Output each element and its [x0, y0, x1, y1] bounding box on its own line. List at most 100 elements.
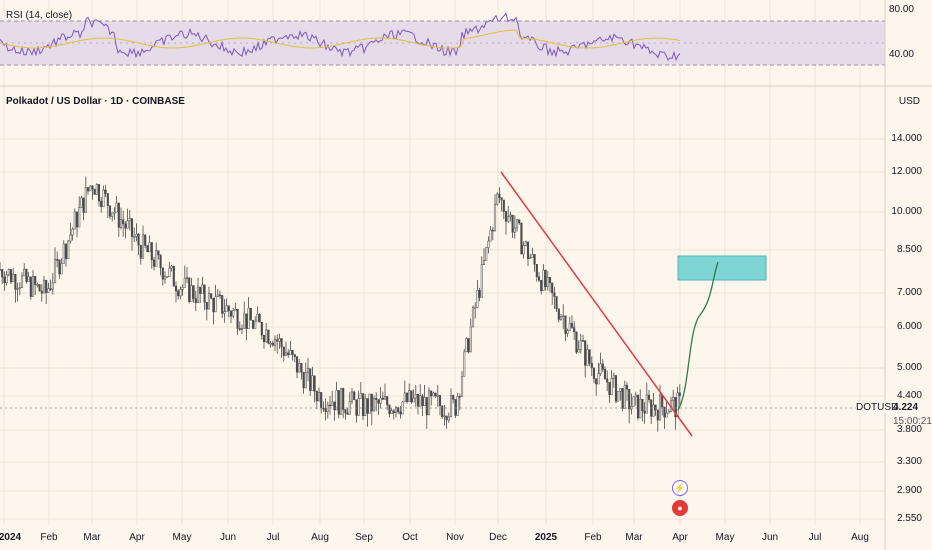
candle-body: [405, 392, 409, 402]
candle-body: [423, 397, 426, 406]
candle-body: [207, 293, 211, 310]
candle-body: [344, 409, 347, 414]
candle-body: [265, 329, 268, 343]
candle-body: [441, 405, 444, 418]
candle-body: [548, 276, 552, 284]
candle-body: [524, 241, 527, 246]
candle-body: [586, 349, 589, 366]
time-tick-label: Oct: [402, 532, 418, 543]
time-tick-label: Aug: [311, 532, 329, 543]
price-tick-label: 6.000: [896, 321, 922, 332]
candle-body: [146, 245, 149, 253]
candle-body: [421, 395, 424, 406]
time-tick-label: Feb: [40, 532, 58, 543]
candle-body: [262, 334, 266, 343]
candle-body: [183, 277, 186, 288]
candle-body: [302, 371, 305, 389]
candle-body: [474, 307, 477, 309]
candle-body: [625, 385, 629, 390]
candle-body: [320, 392, 323, 409]
symbol-title[interactable]: Polkadot / US Dollar · 1D · COINBASE: [6, 96, 185, 107]
candle-body: [196, 286, 200, 304]
candle-body: [225, 305, 228, 312]
candle-body: [106, 193, 109, 206]
candle-body: [573, 327, 576, 333]
candle-body: [658, 394, 662, 421]
candle-body: [317, 392, 321, 402]
candle-body: [416, 393, 420, 407]
candle-body: [84, 187, 87, 213]
currency-label[interactable]: USD: [898, 96, 920, 107]
candle-body: [269, 342, 272, 345]
candle-body: [315, 391, 318, 402]
candle-body: [588, 349, 591, 364]
lightning-event-icon[interactable]: ⚡: [672, 480, 688, 496]
candle-body: [1, 269, 4, 278]
candle-body: [64, 243, 68, 259]
candle-body: [390, 410, 393, 415]
candle-body: [432, 392, 435, 397]
candle-body: [381, 397, 384, 400]
candle-body: [375, 398, 378, 400]
candle-body: [414, 393, 417, 399]
candle-body: [665, 412, 668, 418]
candle-body: [144, 234, 147, 246]
candle-body: [476, 290, 479, 308]
candle-body: [557, 308, 560, 320]
candle-body: [216, 294, 219, 297]
candle-body: [478, 290, 481, 298]
candle-body: [368, 393, 371, 414]
candle-body: [267, 329, 270, 344]
candle-body: [53, 259, 57, 284]
candle-body: [553, 292, 556, 297]
candle-body: [172, 265, 175, 287]
time-tick-label: Sep: [355, 532, 373, 543]
candle-body: [463, 351, 466, 377]
candle-body: [386, 396, 389, 406]
candle-body: [284, 352, 288, 356]
candle-body: [91, 185, 94, 190]
time-tick-label: Jun: [219, 532, 237, 543]
candle-body: [102, 189, 105, 207]
rsi-indicator-title[interactable]: RSI (14, close): [6, 10, 73, 21]
candle-body: [280, 338, 283, 348]
time-tick-label: Mar: [83, 532, 101, 543]
candle-body: [498, 193, 501, 198]
candle-body: [643, 410, 646, 414]
candle-body: [410, 390, 413, 403]
symbol-tag: DOTUSD: [856, 402, 899, 413]
candle-body: [227, 305, 230, 312]
candle-body: [78, 207, 81, 228]
candle-body: [7, 269, 10, 276]
candle-body: [0, 269, 2, 271]
candle-body: [210, 293, 213, 299]
candle-body: [80, 197, 83, 208]
candle-body: [139, 244, 142, 259]
candle-body: [128, 218, 131, 222]
candle-body: [551, 282, 554, 294]
candle-body: [366, 398, 369, 414]
candle-body: [403, 392, 406, 403]
candle-body: [67, 240, 70, 259]
candle-body: [236, 309, 239, 329]
candle-body: [449, 395, 453, 418]
candle-body: [542, 269, 545, 291]
candle-body: [599, 363, 602, 374]
candle-body: [531, 254, 534, 258]
candle-body: [141, 234, 145, 259]
candle-body: [397, 407, 400, 413]
time-tick-label: Feb: [584, 532, 602, 543]
us-flag-event-icon[interactable]: ●: [672, 500, 688, 516]
candle-body: [188, 277, 191, 302]
candle-body: [126, 220, 129, 229]
candle-body: [254, 320, 257, 329]
candle-body: [117, 202, 120, 228]
candle-body: [170, 265, 173, 269]
candle-body: [639, 398, 642, 419]
candle-body: [496, 193, 499, 205]
candle-body: [3, 276, 6, 284]
price-tick-label: 2.900: [896, 485, 922, 496]
candle-body: [104, 189, 107, 194]
candle-body: [544, 269, 547, 287]
